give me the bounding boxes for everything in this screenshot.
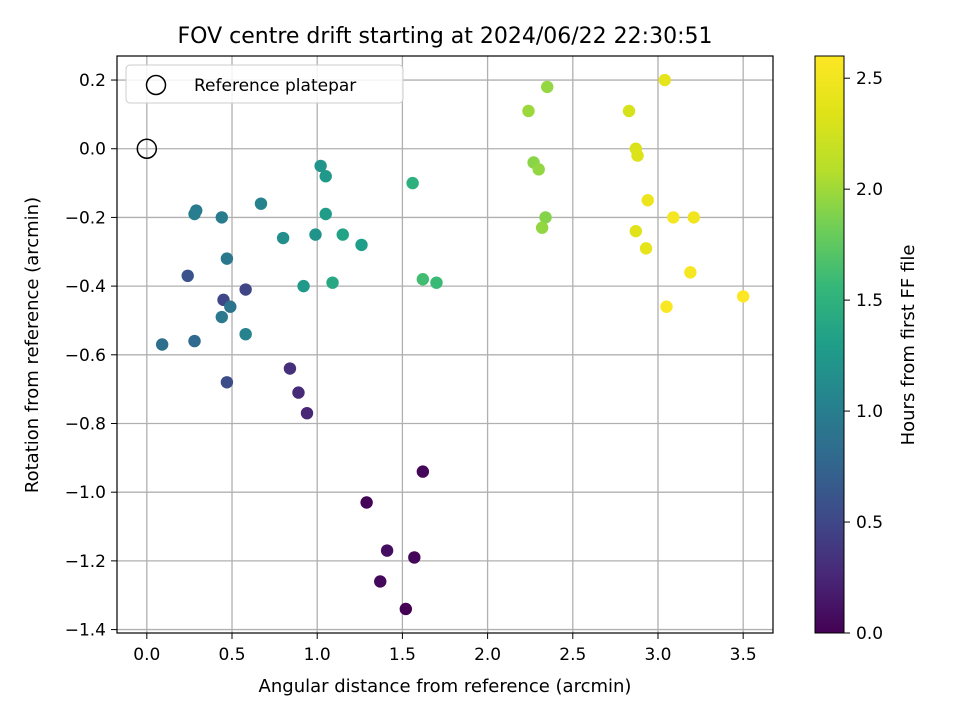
data-point: [408, 551, 421, 564]
data-point: [355, 238, 368, 252]
data-point: [297, 279, 310, 293]
data-point: [319, 170, 332, 183]
data-point: [188, 207, 201, 221]
data-point: [283, 362, 297, 375]
x-tick-label: 0.5: [218, 645, 245, 665]
y-axis-ticks: 0.2 0.0 −0.2 −0.4 −0.6 −0.8 −1.0 −1.2 −1.4: [65, 71, 117, 641]
x-tick-label: 3.5: [730, 645, 757, 665]
data-point: [239, 327, 252, 341]
data-point: [319, 207, 332, 221]
x-tick-label: 0.0: [133, 645, 160, 665]
data-point: [360, 496, 373, 509]
colorbar-tick-label: 2.5: [856, 69, 883, 89]
colorbar-ticks: 0.0 0.5 1.0 1.5 2.0 2.5: [844, 69, 883, 644]
chart-title: FOV centre drift starting at 2024/06/22 …: [178, 24, 713, 49]
data-point: [224, 300, 237, 313]
data-point: [188, 334, 201, 348]
legend-box: [125, 64, 404, 104]
data-point: [399, 602, 413, 616]
data-point: [641, 194, 654, 207]
data-point: [380, 544, 394, 557]
data-point: [215, 211, 228, 224]
y-axis-label: Rotation from reference (arcmin): [22, 197, 43, 493]
colorbar-tick-label: 1.5: [856, 291, 883, 311]
x-tick-label: 3.0: [644, 645, 671, 665]
y-tick-label: −0.8: [65, 414, 106, 434]
data-point: [300, 406, 314, 420]
y-tick-label: −1.0: [65, 483, 106, 503]
data-point: [374, 575, 387, 588]
x-axis-ticks: 0.0 0.5 1.0 1.5 2.0 2.5 3.0 3.5: [133, 633, 757, 665]
data-point: [541, 80, 554, 94]
legend-entry-reference: Reference platepar: [194, 76, 356, 96]
data-point: [639, 242, 653, 255]
y-tick-label: 0.0: [79, 140, 106, 160]
y-tick-label: 0.2: [79, 71, 106, 91]
data-point: [220, 252, 234, 265]
y-tick-label: −0.4: [65, 277, 106, 297]
colorbar: 0.0 0.5 1.0 1.5 2.0 2.5 Hours from first FF f…: [814, 55, 919, 644]
data-point: [276, 231, 290, 245]
data-point: [532, 163, 545, 176]
data-point: [292, 386, 305, 399]
data-point: [667, 211, 680, 224]
data-point: [336, 228, 349, 241]
data-point: [629, 224, 643, 238]
data-point: [539, 211, 552, 224]
colorbar-label: Hours from first FF file: [898, 245, 919, 446]
data-point: [314, 159, 327, 173]
x-tick-label: 1.0: [304, 645, 331, 665]
x-tick-label: 2.0: [474, 645, 501, 665]
data-point: [215, 310, 228, 324]
data-point: [309, 228, 322, 241]
reference-point-marker: [136, 138, 158, 159]
legend-marker-open-circle: [145, 74, 167, 96]
data-point: [736, 290, 750, 303]
data-point: [239, 283, 252, 296]
data-point: [220, 376, 234, 389]
data-point: [416, 465, 430, 478]
grid-lines: [117, 56, 773, 633]
data-point: [416, 273, 430, 286]
data-point: [660, 300, 673, 313]
data-point: [181, 269, 194, 283]
data-point: [522, 104, 535, 118]
data-point: [155, 338, 169, 351]
colorbar-tick-label: 2.0: [856, 180, 883, 200]
y-tick-label: −1.4: [65, 621, 106, 641]
colorbar-tick-label: 1.0: [856, 402, 883, 422]
data-point: [326, 276, 339, 289]
data-point: [254, 197, 268, 210]
x-tick-label: 1.5: [389, 645, 416, 665]
colorbar-tick-label: 0.5: [856, 513, 883, 533]
data-point: [687, 211, 700, 224]
colorbar-tick-label: 0.0: [856, 624, 883, 644]
data-point: [535, 221, 549, 234]
data-point: [658, 73, 672, 87]
y-tick-label: −1.2: [65, 552, 106, 572]
x-tick-label: 2.5: [559, 645, 586, 665]
scatter-points: [136, 73, 750, 616]
data-point: [406, 176, 419, 190]
data-point: [430, 276, 443, 289]
y-tick-label: −0.6: [65, 346, 106, 366]
data-point: [622, 104, 636, 118]
legend: Reference platepar: [125, 64, 404, 104]
y-tick-label: −0.2: [65, 208, 106, 228]
colorbar-gradient: [815, 56, 844, 633]
colorbar-frame: [814, 55, 845, 634]
plot-frame: [116, 55, 774, 634]
data-point: [684, 266, 697, 279]
x-axis-label: Angular distance from reference (arcmin): [259, 676, 632, 697]
data-point: [631, 149, 644, 162]
